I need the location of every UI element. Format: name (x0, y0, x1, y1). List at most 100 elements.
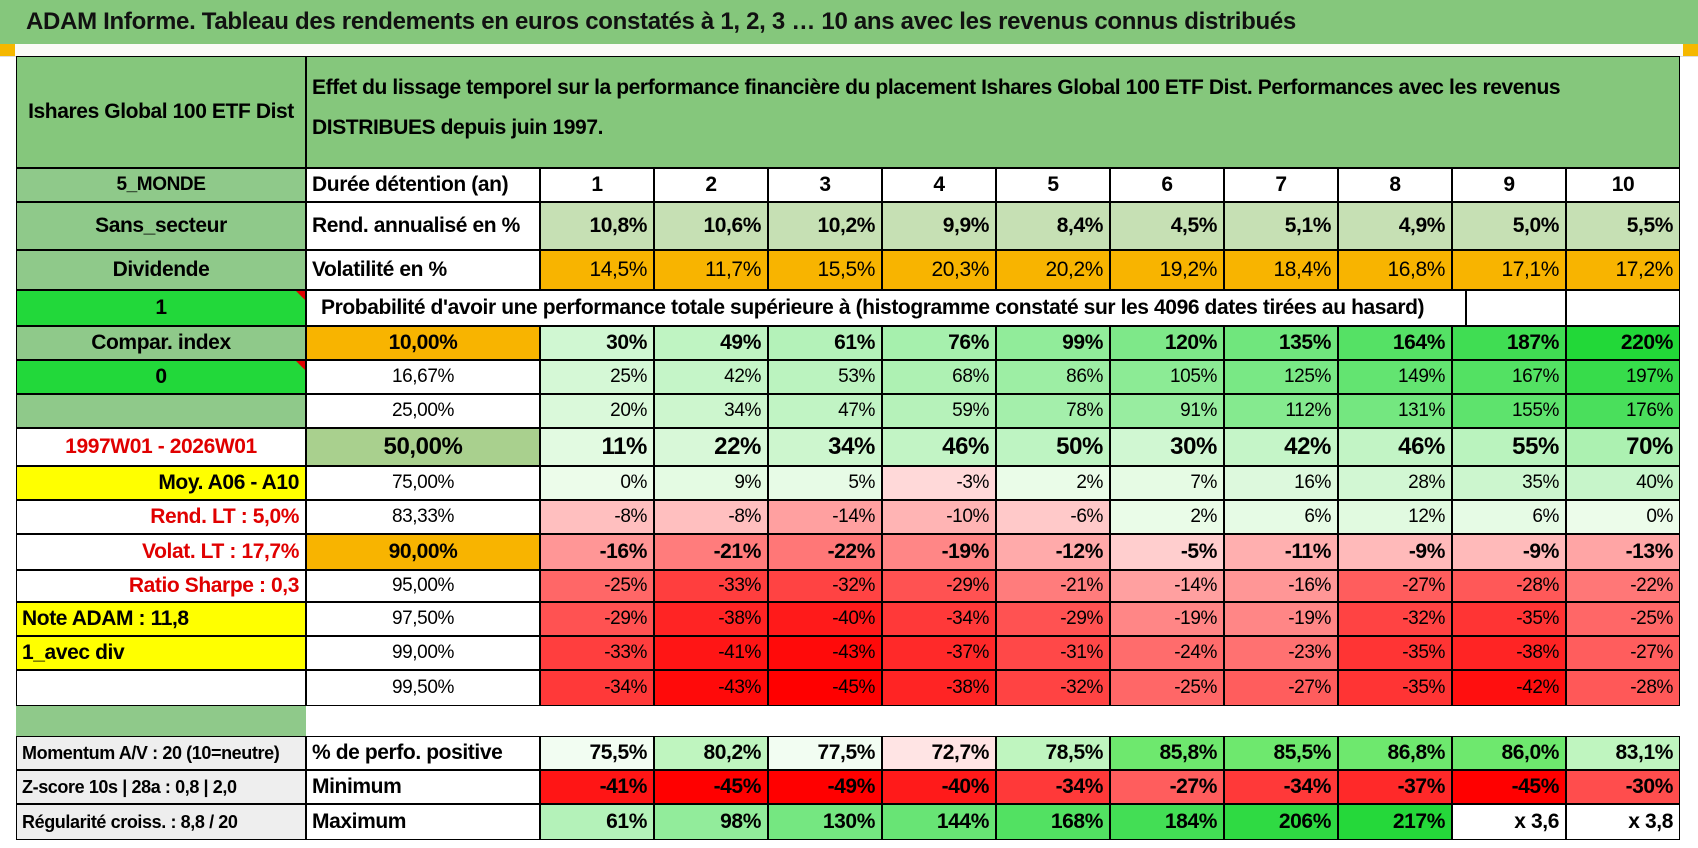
quantile-value: 28% (1338, 466, 1452, 500)
quantile-value: 149% (1338, 360, 1452, 394)
min-value: -27% (1110, 770, 1224, 804)
quantile-value: 125% (1224, 360, 1338, 394)
max-value: x 3,6 (1452, 804, 1566, 840)
quantile-label: 16,67% (306, 360, 540, 394)
quantile-value: 49% (654, 326, 768, 360)
min-value: -37% (1338, 770, 1452, 804)
performance-table: Ishares Global 100 ETF Dist Effet du liss… (16, 56, 1680, 840)
quantile-value: -23% (1224, 636, 1338, 670)
sector-label: Sans_secteur (16, 202, 306, 250)
duration-header: 7 (1224, 168, 1338, 202)
quantile-value: -35% (1452, 602, 1566, 636)
quantile-value: -12% (996, 534, 1110, 570)
quantile-value: 11% (540, 428, 654, 466)
quantile-value: -9% (1452, 534, 1566, 570)
quantile-value: -25% (1566, 602, 1680, 636)
quantile-value: 59% (882, 394, 996, 428)
fund-name: Ishares Global 100 ETF Dist (16, 56, 306, 168)
quantile-value: -34% (540, 670, 654, 706)
quantile-value: -24% (1110, 636, 1224, 670)
quantile-label: 75,00% (306, 466, 540, 500)
max-value: 184% (1110, 804, 1224, 840)
rend-value: 4,5% (1110, 202, 1224, 250)
min-value: -34% (996, 770, 1110, 804)
quantile-value: -25% (540, 570, 654, 602)
quantile-value: 20% (540, 394, 654, 428)
quantile-value: -37% (882, 636, 996, 670)
quantile-value: 2% (996, 466, 1110, 500)
duration-header: 2 (654, 168, 768, 202)
vol-value: 17,1% (1452, 250, 1566, 290)
vol-value: 20,2% (996, 250, 1110, 290)
quantile-label: 90,00% (306, 534, 540, 570)
compar-index-label: Compar. index (16, 326, 306, 360)
quantile-value: -42% (1452, 670, 1566, 706)
duration-header: 5 (996, 168, 1110, 202)
quantile-value: -43% (768, 636, 882, 670)
rend-value: 5,1% (1224, 202, 1338, 250)
quantile-value: 91% (1110, 394, 1224, 428)
quantile-value: 6% (1452, 500, 1566, 534)
quantile-value: 16% (1224, 466, 1338, 500)
quantile-value: 0% (540, 466, 654, 500)
duration-header: 10 (1566, 168, 1680, 202)
quantile-value: -19% (882, 534, 996, 570)
quantile-value: 164% (1338, 326, 1452, 360)
pos-value: 72,7% (882, 736, 996, 770)
quantile-value: -10% (882, 500, 996, 534)
quantile-value: -31% (996, 636, 1110, 670)
volat-lt-label: Volat. LT : 17,7% (16, 534, 306, 570)
min-value: -45% (654, 770, 768, 804)
quantile-value: -38% (654, 602, 768, 636)
rend-value: 5,5% (1566, 202, 1680, 250)
min-row-label: Minimum (306, 770, 540, 804)
quantile-value: -8% (540, 500, 654, 534)
quantile-value: -27% (1338, 570, 1452, 602)
rend-value: 10,6% (654, 202, 768, 250)
quantile-value: 70% (1566, 428, 1680, 466)
quantile-value: -19% (1110, 602, 1224, 636)
quantile-value: -27% (1566, 636, 1680, 670)
vol-row-label: Volatilité en % (306, 250, 540, 290)
quantile-value: 86% (996, 360, 1110, 394)
min-value: -30% (1566, 770, 1680, 804)
flag2-cell: 0 (16, 360, 306, 394)
quantile-value: 22% (654, 428, 768, 466)
momentum-label: Momentum A/V : 20 (10=neutre) (16, 736, 306, 770)
quantile-value: 9% (654, 466, 768, 500)
quantile-value: -14% (768, 500, 882, 534)
quantile-value: -33% (540, 636, 654, 670)
pos-value: 83,1% (1566, 736, 1680, 770)
quantile-value: -41% (654, 636, 768, 670)
quantile-value: 40% (1566, 466, 1680, 500)
quantile-value: -28% (1566, 670, 1680, 706)
quantile-value: -13% (1566, 534, 1680, 570)
min-value: -45% (1452, 770, 1566, 804)
rend-value: 10,2% (768, 202, 882, 250)
rend-value: 5,0% (1452, 202, 1566, 250)
duration-header: 3 (768, 168, 882, 202)
spacer-green (16, 706, 306, 736)
quantile-value: 2% (1110, 500, 1224, 534)
quantile-value: -21% (996, 570, 1110, 602)
quantile-value: -33% (654, 570, 768, 602)
quantile-value: 61% (768, 326, 882, 360)
quantile-value: 55% (1452, 428, 1566, 466)
rend-value: 10,8% (540, 202, 654, 250)
max-value: 98% (654, 804, 768, 840)
quantile-value: -35% (1338, 670, 1452, 706)
quantile-value: 34% (654, 394, 768, 428)
moy-label: Moy. A06 - A10 (16, 466, 306, 500)
vol-value: 16,8% (1338, 250, 1452, 290)
quantile-value: 5% (768, 466, 882, 500)
quantile-value: -32% (768, 570, 882, 602)
quantile-value: 50% (996, 428, 1110, 466)
zscore-label: Z-score 10s | 28a : 0,8 | 2,0 (16, 770, 306, 804)
sharpe-label: Ratio Sharpe : 0,3 (16, 570, 306, 602)
pos-value: 85,8% (1110, 736, 1224, 770)
quantile-label: 99,50% (306, 670, 540, 706)
max-row-label: Maximum (306, 804, 540, 840)
quantile-label: 97,50% (306, 602, 540, 636)
quantile-label: 95,00% (306, 570, 540, 602)
quantile-value: -16% (1224, 570, 1338, 602)
